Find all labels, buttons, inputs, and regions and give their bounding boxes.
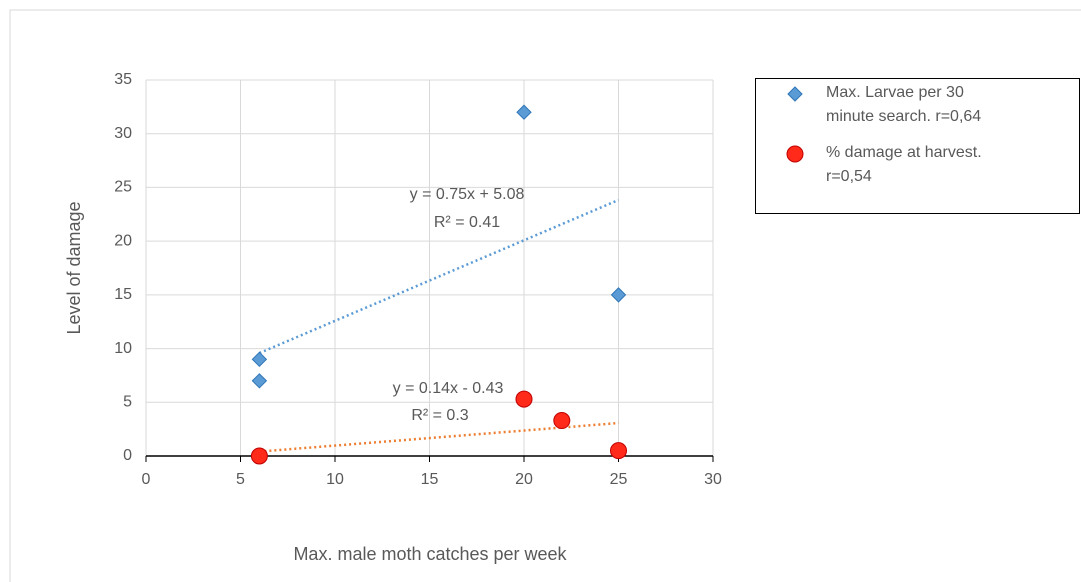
x-tick-label: 15 xyxy=(421,471,439,488)
y-tick-label: 35 xyxy=(114,71,132,88)
trendline-r2: R² = 0.41 xyxy=(434,214,500,231)
trendline-r2: R² = 0.3 xyxy=(411,407,468,424)
x-tick-label: 5 xyxy=(236,471,245,488)
point xyxy=(250,447,268,465)
x-tick-label: 25 xyxy=(610,471,628,488)
y-tick-label: 25 xyxy=(114,179,132,196)
trendline-equation: y = 0.75x + 5.08 xyxy=(410,186,525,203)
point xyxy=(610,287,627,303)
legend-label: % damage at harvest. r=0,54 xyxy=(826,144,982,185)
y-tick-label: 30 xyxy=(114,125,132,142)
point xyxy=(251,373,268,389)
point xyxy=(251,351,268,368)
legend-entry: % damage at harvest. r=0,54 xyxy=(786,141,1011,189)
legend-marker xyxy=(786,145,804,163)
y-tick-label: 10 xyxy=(114,340,132,357)
y-tick-label: 20 xyxy=(114,232,132,249)
chart-border xyxy=(9,9,1081,582)
y-tick-label: 5 xyxy=(123,394,132,411)
y-tick-label: 15 xyxy=(114,286,132,303)
trendline xyxy=(258,198,619,355)
x-tick-label: 20 xyxy=(515,471,533,488)
y-tick-label: 0 xyxy=(123,447,132,464)
point xyxy=(786,145,804,163)
point xyxy=(515,390,533,408)
point xyxy=(610,442,627,460)
x-tick-label: 10 xyxy=(326,471,344,488)
legend: Max. Larvae per 30 minute search. r=0,64… xyxy=(755,78,1080,214)
legend-entry: Max. Larvae per 30 minute search. r=0,64 xyxy=(786,81,1011,129)
legend-label: Max. Larvae per 30 minute search. r=0,64 xyxy=(826,84,982,125)
x-tick-label: 30 xyxy=(704,471,722,488)
legend-marker xyxy=(787,86,803,102)
point xyxy=(553,412,571,430)
point xyxy=(516,104,532,120)
trendline-equation: y = 0.14x - 0.43 xyxy=(393,380,504,397)
x-axis-label: Max. male moth catches per week xyxy=(293,544,567,564)
y-axis-label: Level of damage xyxy=(64,201,84,334)
x-tick-label: 0 xyxy=(142,471,151,488)
point xyxy=(787,86,803,102)
